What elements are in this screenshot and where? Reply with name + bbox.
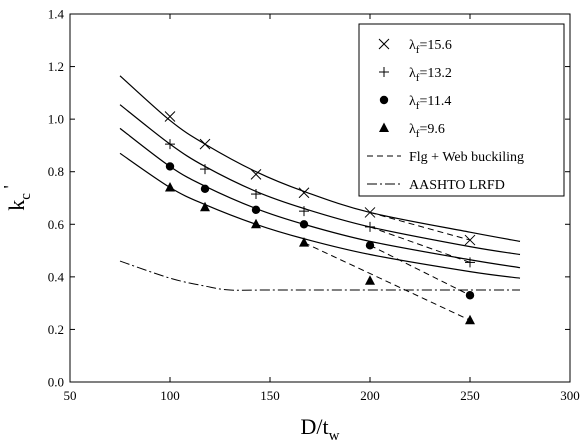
legend-item: Flg + Web buckiling — [367, 150, 524, 165]
data-point-triangle — [165, 181, 175, 192]
legend-label: λf=9.6 — [409, 122, 445, 140]
x-tick-label: 100 — [160, 388, 180, 403]
data-point-x — [250, 168, 262, 180]
data-point-triangle — [200, 201, 210, 212]
legend-label: λf=15.6 — [409, 38, 452, 56]
y-tick-label: 0.6 — [48, 217, 65, 232]
data-point-circle — [365, 241, 375, 250]
buckling-line-circle — [369, 244, 471, 296]
data-point-triangle — [251, 218, 261, 229]
legend-label: λf=13.2 — [409, 66, 452, 84]
data-point-triangle — [465, 314, 475, 325]
data-point-plus — [365, 221, 375, 232]
plot-frame — [69, 13, 571, 383]
data-point-triangle — [365, 275, 375, 285]
legend-label: λf=11.4 — [409, 94, 451, 112]
legend-item: λf=15.6 — [409, 38, 452, 56]
data-point-circle — [165, 162, 175, 171]
legend-item: λf=11.4 — [409, 94, 451, 112]
data-point-x — [164, 111, 176, 122]
buckling-line-plus — [369, 226, 471, 263]
y-tick-label: 0.2 — [48, 322, 64, 337]
legend-item: AASHTO LRFD — [367, 178, 505, 193]
legend-swatch-plus — [379, 67, 389, 77]
data-point-x — [364, 207, 376, 218]
data-point-plus — [251, 189, 261, 200]
data-point-x — [298, 187, 310, 199]
legend-swatch-triangle — [379, 122, 389, 132]
y-tick-label: 0.0 — [48, 375, 64, 390]
x-tick-label: 250 — [460, 388, 480, 403]
x-axis-title: D/tw — [301, 414, 340, 444]
legend-swatch-x — [378, 38, 390, 50]
buckling-line-x — [369, 211, 471, 241]
data-point-circle — [200, 184, 210, 193]
legend-label: Flg + Web buckiling — [409, 150, 524, 165]
y-axis-title: kc ' — [0, 185, 34, 210]
data-point-triangle — [299, 237, 309, 247]
y-tick-label: 0.8 — [48, 164, 64, 179]
legend-item: λf=9.6 — [409, 122, 445, 140]
legend-label: AASHTO LRFD — [409, 178, 505, 193]
curve-triangle — [119, 152, 521, 279]
data-point-plus — [299, 206, 309, 217]
x-tick-label: 300 — [560, 388, 580, 403]
curve-x — [119, 75, 521, 242]
x-tick-label: 50 — [64, 388, 77, 403]
data-point-x — [464, 234, 476, 246]
data-point-circle — [251, 205, 261, 215]
y-tick-label: 0.4 — [48, 269, 65, 284]
data-point-plus — [200, 164, 210, 175]
x-tick-label: 200 — [360, 388, 380, 403]
curve-circle — [119, 127, 521, 269]
legend-item: λf=13.2 — [409, 66, 452, 84]
data-point-plus — [465, 257, 475, 268]
curve-plus — [119, 104, 521, 256]
data-point-circle — [465, 291, 475, 300]
data-point-x — [199, 138, 211, 150]
x-tick-label: 150 — [260, 388, 280, 403]
y-tick-label: 1.2 — [48, 59, 64, 74]
legend-swatch-circle — [379, 95, 389, 105]
data-point-plus — [165, 139, 175, 150]
legend-box — [358, 23, 565, 197]
aashto-line — [119, 260, 520, 291]
data-point-circle — [299, 220, 309, 229]
y-tick-label: 1.0 — [48, 112, 64, 127]
buckling-line-triangle — [303, 242, 471, 321]
y-tick-label: 1.4 — [48, 7, 65, 22]
